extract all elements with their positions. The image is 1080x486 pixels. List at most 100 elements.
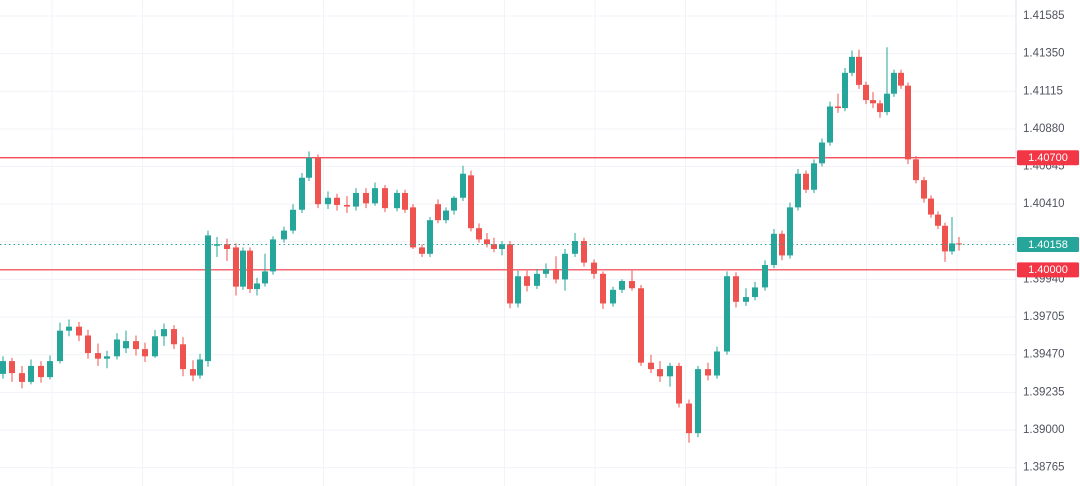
candle-up — [306, 151, 312, 181]
candle-body — [856, 56, 862, 85]
candle-body — [254, 283, 260, 290]
price-level-badge[interactable]: 1.40000 — [1017, 262, 1079, 278]
candle-up — [66, 319, 72, 337]
candle-body — [224, 244, 230, 250]
candle-down — [928, 195, 934, 218]
candle-up — [724, 271, 730, 355]
last-price-badge[interactable]: 1.40158 — [1017, 237, 1079, 253]
price-level-badge-background — [1017, 262, 1079, 278]
candle-down — [19, 365, 25, 389]
candle-body — [85, 335, 91, 354]
price-tick-label: 1.41585 — [1023, 10, 1065, 22]
candle-body — [898, 72, 904, 86]
candle-body — [562, 253, 568, 280]
candle-up — [891, 69, 897, 97]
candle-body — [849, 56, 855, 73]
candle-body — [247, 250, 253, 290]
candle-body — [468, 175, 474, 229]
candle-down — [553, 256, 559, 284]
candle-up — [515, 270, 521, 308]
candle-body — [66, 326, 72, 331]
candle-body — [600, 273, 606, 304]
candle-body — [638, 288, 644, 363]
candle-up — [290, 204, 296, 234]
candle-body — [870, 100, 876, 104]
candle-up — [299, 172, 305, 213]
candle-body — [705, 369, 711, 376]
candle-body — [714, 351, 720, 376]
candle-down — [435, 199, 441, 224]
candle-body — [38, 365, 44, 378]
candle-up — [270, 236, 276, 275]
candle-body — [460, 173, 466, 198]
candle-down — [956, 236, 962, 251]
price-tick-label: 1.39705 — [1023, 311, 1065, 323]
candle-down — [9, 357, 15, 382]
candle-body — [262, 271, 268, 284]
candle-body — [28, 365, 34, 382]
candle-body — [382, 188, 388, 209]
candle-up — [460, 165, 466, 201]
candle-body — [676, 365, 682, 404]
candle-body — [657, 369, 663, 377]
candle-up — [849, 50, 855, 77]
candle-body — [827, 106, 833, 143]
price-tick-label: 1.39235 — [1023, 386, 1065, 398]
candle-down — [363, 188, 369, 209]
price-tick-label: 1.38765 — [1023, 462, 1065, 474]
candle-body — [427, 220, 433, 254]
candle-body — [484, 239, 490, 245]
price-axis[interactable]: 1.415851.413501.411151.408801.406451.404… — [1015, 0, 1079, 486]
candle-up — [827, 101, 833, 146]
candle-down — [591, 259, 597, 279]
candle-up — [262, 253, 268, 287]
candle-body — [724, 276, 730, 352]
candle-body — [281, 230, 287, 240]
candle-body — [686, 403, 692, 434]
candle-body — [152, 336, 158, 357]
candle-down — [676, 362, 682, 408]
candle-up — [197, 353, 203, 379]
candle-body — [803, 173, 809, 190]
candle-body — [443, 210, 449, 221]
candle-body — [795, 173, 801, 208]
last-price-badge-background — [1017, 237, 1079, 253]
candle-body — [752, 287, 758, 298]
candle-body — [913, 159, 919, 181]
candle-up — [842, 68, 848, 112]
candle-up — [795, 168, 801, 211]
candle-body — [935, 214, 941, 226]
price-tick-label: 1.39000 — [1023, 424, 1065, 436]
price-level-badge[interactable]: 1.40700 — [1017, 150, 1079, 166]
price-tick-label: 1.40410 — [1023, 198, 1065, 210]
candle-up — [543, 263, 549, 278]
candle-body — [205, 235, 211, 362]
candle-body — [835, 106, 841, 109]
price-tick-label: 1.40880 — [1023, 123, 1065, 135]
candle-down — [402, 189, 408, 213]
candle-down — [38, 361, 44, 383]
candle-body — [515, 276, 521, 304]
candle-up — [451, 196, 457, 215]
candle-down — [600, 271, 606, 310]
candle-body — [363, 192, 369, 204]
candle-body — [863, 84, 869, 101]
candle-body — [435, 204, 441, 221]
price-tick-label: 1.41115 — [1023, 85, 1063, 97]
candle-up — [205, 230, 211, 367]
candle-up — [281, 226, 287, 243]
candle-body — [949, 243, 955, 252]
candle-down — [581, 237, 587, 267]
candle-body — [451, 197, 457, 211]
candle-body — [372, 188, 378, 204]
price-level-badge-value: 1.40000 — [1028, 264, 1068, 276]
candle-body — [171, 329, 177, 345]
candle-up — [394, 189, 400, 212]
candles-layer — [0, 47, 962, 443]
candle-up — [114, 333, 120, 360]
candle-body — [524, 276, 530, 286]
candle-body — [762, 265, 768, 288]
candle-body — [344, 204, 350, 207]
